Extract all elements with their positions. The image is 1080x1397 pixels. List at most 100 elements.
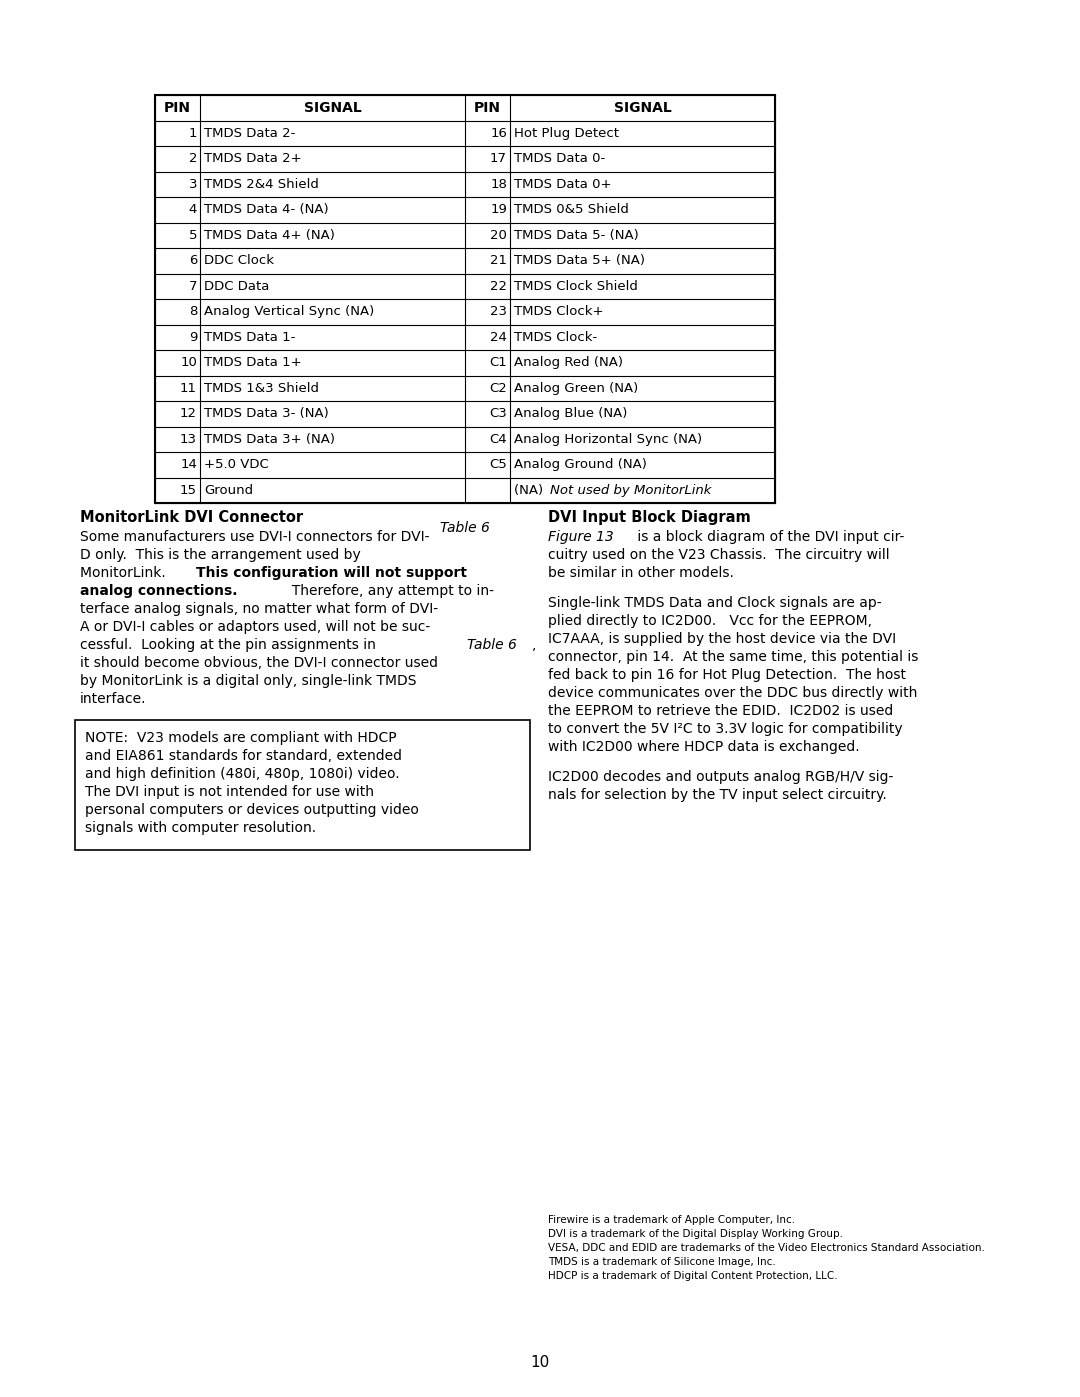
Text: TMDS Clock+: TMDS Clock+	[514, 306, 604, 319]
Bar	[75, 719, 530, 849]
Text: TMDS Data 4+ (NA): TMDS Data 4+ (NA)	[204, 229, 335, 242]
Text: DVI Input Block Diagram: DVI Input Block Diagram	[548, 510, 751, 525]
Text: IC7AAA, is supplied by the host device via the DVI: IC7AAA, is supplied by the host device v…	[548, 631, 896, 645]
Text: DDC Clock: DDC Clock	[204, 254, 274, 267]
Text: device communicates over the DDC bus directly with: device communicates over the DDC bus dir…	[548, 686, 917, 700]
Text: plied directly to IC2D00.   Vcc for the EEPROM,: plied directly to IC2D00. Vcc for the EE…	[548, 615, 872, 629]
Text: 24: 24	[490, 331, 507, 344]
Text: TMDS Data 2+: TMDS Data 2+	[204, 152, 301, 165]
Text: Therefore, any attempt to in-: Therefore, any attempt to in-	[283, 584, 495, 598]
Text: Analog Red (NA): Analog Red (NA)	[514, 356, 623, 369]
Text: TMDS Data 1+: TMDS Data 1+	[204, 356, 301, 369]
Text: A or DVI-I cables or adaptors used, will not be suc-: A or DVI-I cables or adaptors used, will…	[80, 620, 430, 634]
Text: it should become obvious, the DVI-I connector used: it should become obvious, the DVI-I conn…	[80, 657, 438, 671]
Text: TMDS Clock-: TMDS Clock-	[514, 331, 597, 344]
Text: and EIA861 standards for standard, extended: and EIA861 standards for standard, exten…	[85, 749, 402, 763]
Text: 15: 15	[180, 483, 197, 497]
Text: C2: C2	[489, 381, 507, 395]
Text: TMDS Clock Shield: TMDS Clock Shield	[514, 279, 638, 293]
Text: TMDS Data 3+ (NA): TMDS Data 3+ (NA)	[204, 433, 335, 446]
Text: 18: 18	[490, 177, 507, 191]
Text: analog connections.: analog connections.	[80, 584, 238, 598]
Text: TMDS is a trademark of Silicone Image, Inc.: TMDS is a trademark of Silicone Image, I…	[548, 1257, 775, 1267]
Text: IC2D00 decodes and outputs analog RGB/H/V sig-: IC2D00 decodes and outputs analog RGB/H/…	[548, 770, 893, 784]
Text: (NA): (NA)	[514, 483, 548, 497]
Text: PIN: PIN	[474, 101, 501, 115]
Text: Figure 13: Figure 13	[548, 529, 613, 543]
Text: Single-link TMDS Data and Clock signals are ap-: Single-link TMDS Data and Clock signals …	[548, 597, 881, 610]
Text: 23: 23	[490, 306, 507, 319]
Text: and high definition (480i, 480p, 1080i) video.: and high definition (480i, 480p, 1080i) …	[85, 767, 400, 781]
Text: Hot Plug Detect: Hot Plug Detect	[514, 127, 619, 140]
Text: 12: 12	[180, 408, 197, 420]
Text: Table 6: Table 6	[468, 638, 517, 652]
Text: Analog Vertical Sync (NA): Analog Vertical Sync (NA)	[204, 306, 375, 319]
Text: TMDS Data 0-: TMDS Data 0-	[514, 152, 605, 165]
Text: 1: 1	[189, 127, 197, 140]
Text: the EEPROM to retrieve the EDID.  IC2D02 is used: the EEPROM to retrieve the EDID. IC2D02 …	[548, 704, 893, 718]
Text: 11: 11	[180, 381, 197, 395]
Text: SIGNAL: SIGNAL	[303, 101, 362, 115]
Text: 9: 9	[189, 331, 197, 344]
Text: fed back to pin 16 for Hot Plug Detection.  The host: fed back to pin 16 for Hot Plug Detectio…	[548, 668, 906, 682]
Text: 8: 8	[189, 306, 197, 319]
Text: TMDS Data 4- (NA): TMDS Data 4- (NA)	[204, 203, 328, 217]
Text: terface analog signals, no matter what form of DVI-: terface analog signals, no matter what f…	[80, 602, 438, 616]
Text: Table 6: Table 6	[440, 521, 490, 535]
Text: Analog Ground (NA): Analog Ground (NA)	[514, 458, 647, 471]
Text: 21: 21	[490, 254, 507, 267]
Text: by MonitorLink is a digital only, single-link TMDS: by MonitorLink is a digital only, single…	[80, 673, 417, 687]
Text: C3: C3	[489, 408, 507, 420]
Text: 19: 19	[490, 203, 507, 217]
Text: TMDS Data 1-: TMDS Data 1-	[204, 331, 295, 344]
Text: ,: ,	[531, 638, 536, 652]
Text: NOTE:  V23 models are compliant with HDCP: NOTE: V23 models are compliant with HDCP	[85, 731, 396, 745]
Text: This configuration will not support: This configuration will not support	[197, 566, 468, 580]
Text: 4: 4	[189, 203, 197, 217]
Text: be similar in other models.: be similar in other models.	[548, 566, 734, 580]
Text: DVI is a trademark of the Digital Display Working Group.: DVI is a trademark of the Digital Displa…	[548, 1229, 843, 1239]
Text: Ground: Ground	[204, 483, 253, 497]
Text: 2: 2	[189, 152, 197, 165]
Text: C5: C5	[489, 458, 507, 471]
Text: signals with computer resolution.: signals with computer resolution.	[85, 821, 316, 835]
Text: +5.0 VDC: +5.0 VDC	[204, 458, 269, 471]
Text: C4: C4	[489, 433, 507, 446]
Text: MonitorLink DVI Connector: MonitorLink DVI Connector	[80, 510, 303, 525]
Text: 3: 3	[189, 177, 197, 191]
Text: The DVI input is not intended for use with: The DVI input is not intended for use wi…	[85, 785, 374, 799]
Text: is a block diagram of the DVI input cir-: is a block diagram of the DVI input cir-	[633, 529, 904, 543]
Text: 16: 16	[490, 127, 507, 140]
Text: to convert the 5V I²C to 3.3V logic for compatibility: to convert the 5V I²C to 3.3V logic for …	[548, 722, 903, 736]
Text: personal computers or devices outputting video: personal computers or devices outputting…	[85, 803, 419, 817]
Text: VESA, DDC and EDID are trademarks of the Video Electronics Standard Association.: VESA, DDC and EDID are trademarks of the…	[548, 1243, 985, 1253]
Text: C1: C1	[489, 356, 507, 369]
Text: PIN: PIN	[164, 101, 191, 115]
Text: TMDS Data 2-: TMDS Data 2-	[204, 127, 295, 140]
Text: D only.  This is the arrangement used by: D only. This is the arrangement used by	[80, 548, 361, 562]
Text: 5: 5	[189, 229, 197, 242]
Text: cessful.  Looking at the pin assignments in: cessful. Looking at the pin assignments …	[80, 638, 380, 652]
Text: SIGNAL: SIGNAL	[613, 101, 672, 115]
Text: 14: 14	[180, 458, 197, 471]
Text: 17: 17	[490, 152, 507, 165]
Text: 13: 13	[180, 433, 197, 446]
Text: TMDS 1&3 Shield: TMDS 1&3 Shield	[204, 381, 319, 395]
Text: cuitry used on the V23 Chassis.  The circuitry will: cuitry used on the V23 Chassis. The circ…	[548, 548, 890, 562]
Text: Analog Horizontal Sync (NA): Analog Horizontal Sync (NA)	[514, 433, 702, 446]
Text: Firewire is a trademark of Apple Computer, Inc.: Firewire is a trademark of Apple Compute…	[548, 1215, 795, 1225]
Text: interface.: interface.	[80, 692, 147, 705]
Text: connector, pin 14.  At the same time, this potential is: connector, pin 14. At the same time, thi…	[548, 650, 918, 664]
Text: Analog Green (NA): Analog Green (NA)	[514, 381, 638, 395]
Text: nals for selection by the TV input select circuitry.: nals for selection by the TV input selec…	[548, 788, 887, 802]
Bar	[156, 95, 775, 503]
Text: HDCP is a trademark of Digital Content Protection, LLC.: HDCP is a trademark of Digital Content P…	[548, 1271, 838, 1281]
Text: 6: 6	[189, 254, 197, 267]
Text: TMDS 0&5 Shield: TMDS 0&5 Shield	[514, 203, 629, 217]
Text: 10: 10	[180, 356, 197, 369]
Text: TMDS Data 3- (NA): TMDS Data 3- (NA)	[204, 408, 328, 420]
Text: Some manufacturers use DVI-I connectors for DVI-: Some manufacturers use DVI-I connectors …	[80, 529, 430, 543]
Text: TMDS Data 0+: TMDS Data 0+	[514, 177, 611, 191]
Text: Not used by MonitorLink: Not used by MonitorLink	[550, 483, 712, 497]
Text: 22: 22	[490, 279, 507, 293]
